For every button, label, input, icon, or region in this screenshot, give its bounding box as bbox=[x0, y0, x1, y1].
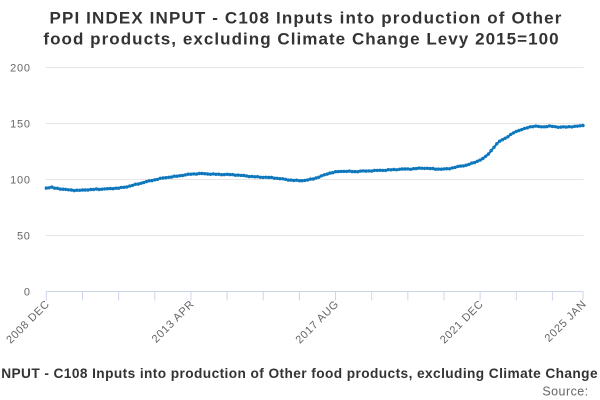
svg-text:PPI INDEX INPUT - C108 Inputs: PPI INDEX INPUT - C108 Inputs into produ… bbox=[49, 9, 562, 28]
svg-text:food products, excluding Clima: food products, excluding Climate Change … bbox=[43, 30, 559, 49]
svg-text:100: 100 bbox=[10, 175, 31, 187]
svg-text:0: 0 bbox=[24, 287, 31, 299]
svg-text:PPI INDEX INPUT - C108 Inputs: PPI INDEX INPUT - C108 Inputs into produ… bbox=[0, 366, 600, 381]
svg-text:50: 50 bbox=[17, 231, 31, 243]
svg-text:Source:: Source: bbox=[542, 384, 588, 398]
svg-text:200: 200 bbox=[10, 63, 31, 75]
svg-text:150: 150 bbox=[10, 119, 31, 131]
